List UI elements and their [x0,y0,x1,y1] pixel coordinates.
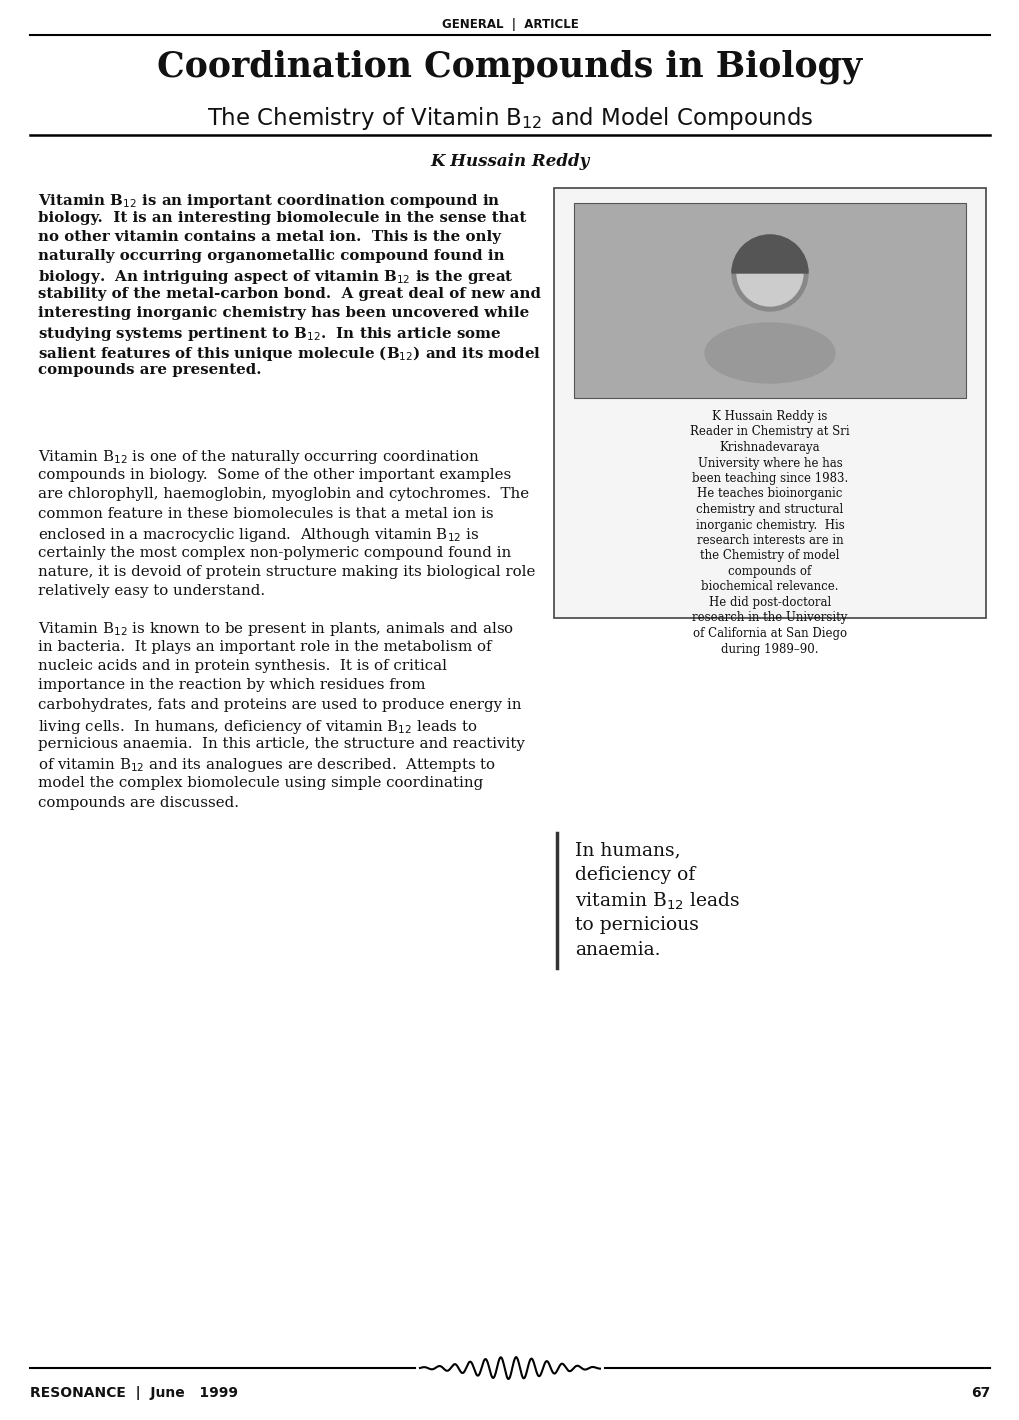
Text: biology.  An intriguing aspect of vitamin B$_{12}$ is the great: biology. An intriguing aspect of vitamin… [38,268,514,285]
Text: GENERAL  |  ARTICLE: GENERAL | ARTICLE [441,18,578,31]
Text: stability of the metal-carbon bond.  A great deal of new and: stability of the metal-carbon bond. A gr… [38,287,540,301]
Ellipse shape [704,322,835,383]
Text: enclosed in a macrocyclic ligand.  Although vitamin B$_{12}$ is: enclosed in a macrocyclic ligand. Althou… [38,525,479,544]
Text: deficiency of: deficiency of [575,866,695,885]
Text: model the complex biomolecule using simple coordinating: model the complex biomolecule using simp… [38,775,483,790]
Circle shape [737,240,802,305]
Text: research interests are in: research interests are in [696,534,843,547]
Text: relatively easy to understand.: relatively easy to understand. [38,585,265,598]
Text: chemistry and structural: chemistry and structural [696,503,843,515]
Text: compounds are discussed.: compounds are discussed. [38,795,238,809]
Wedge shape [732,234,807,273]
Text: are chlorophyll, haemoglobin, myoglobin and cytochromes.  The: are chlorophyll, haemoglobin, myoglobin … [38,487,529,501]
Text: Reader in Chemistry at Sri: Reader in Chemistry at Sri [690,426,849,439]
Bar [574,203,965,398]
Circle shape [732,234,807,311]
Text: Krishnadevaraya: Krishnadevaraya [719,442,819,454]
Text: certainly the most complex non-polymeric compound found in: certainly the most complex non-polymeric… [38,545,511,559]
Text: vitamin B$_{12}$ leads: vitamin B$_{12}$ leads [575,890,740,912]
Text: common feature in these biomolecules is that a metal ion is: common feature in these biomolecules is … [38,507,493,521]
Text: The Chemistry of Vitamin B$_{12}$ and Model Compounds: The Chemistry of Vitamin B$_{12}$ and Mo… [207,105,812,132]
Text: importance in the reaction by which residues from: importance in the reaction by which resi… [38,679,425,693]
Text: Vitamin B$_{12}$ is one of the naturally occurring coordination: Vitamin B$_{12}$ is one of the naturally… [38,447,480,466]
Text: nature, it is devoid of protein structure making its biological role: nature, it is devoid of protein structur… [38,565,535,579]
Text: RESONANCE  |  June   1999: RESONANCE | June 1999 [30,1386,237,1400]
Text: no other vitamin contains a metal ion.  This is the only: no other vitamin contains a metal ion. T… [38,230,500,244]
Text: nucleic acids and in protein synthesis.  It is of critical: nucleic acids and in protein synthesis. … [38,659,446,673]
Text: research in the University: research in the University [692,612,847,625]
Text: naturally occurring organometallic compound found in: naturally occurring organometallic compo… [38,248,504,263]
Text: anaemia.: anaemia. [575,941,660,958]
Text: of California at San Diego: of California at San Diego [692,628,846,640]
Text: been teaching since 1983.: been teaching since 1983. [691,471,847,486]
Text: He did post-doctoral: He did post-doctoral [708,596,830,609]
Text: to pernicious: to pernicious [575,916,698,934]
Text: interesting inorganic chemistry has been uncovered while: interesting inorganic chemistry has been… [38,305,529,320]
Text: pernicious anaemia.  In this article, the structure and reactivity: pernicious anaemia. In this article, the… [38,737,525,751]
Text: In humans,: In humans, [575,841,680,859]
Text: K Hussain Reddy: K Hussain Reddy [430,153,589,170]
Text: inorganic chemistry.  His: inorganic chemistry. His [695,518,844,531]
Text: Coordination Compounds in Biology: Coordination Compounds in Biology [157,50,862,85]
Text: carbohydrates, fats and proteins are used to produce energy in: carbohydrates, fats and proteins are use… [38,699,521,711]
Text: K Hussain Reddy is: K Hussain Reddy is [711,410,826,423]
Text: Vitamin B$_{12}$ is an important coordination compound in: Vitamin B$_{12}$ is an important coordin… [38,192,500,210]
Text: living cells.  In humans, deficiency of vitamin B$_{12}$ leads to: living cells. In humans, deficiency of v… [38,717,477,736]
Text: compounds in biology.  Some of the other important examples: compounds in biology. Some of the other … [38,467,511,481]
Text: of vitamin B$_{12}$ and its analogues are described.  Attempts to: of vitamin B$_{12}$ and its analogues ar… [38,757,495,774]
Text: compounds of: compounds of [728,565,811,578]
Text: 67: 67 [970,1386,989,1400]
Text: studying systems pertinent to B$_{12}$.  In this article some: studying systems pertinent to B$_{12}$. … [38,325,501,344]
Text: salient features of this unique molecule (B$_{12}$) and its model: salient features of this unique molecule… [38,344,540,364]
Text: Vitamin B$_{12}$ is known to be present in plants, animals and also: Vitamin B$_{12}$ is known to be present … [38,621,514,638]
Text: compounds are presented.: compounds are presented. [38,364,261,376]
Text: in bacteria.  It plays an important role in the metabolism of: in bacteria. It plays an important role … [38,639,491,653]
Bar [553,187,985,618]
Text: biochemical relevance.: biochemical relevance. [701,581,838,594]
Text: University where he has: University where he has [697,456,842,470]
Text: He teaches bioinorganic: He teaches bioinorganic [697,487,842,500]
Text: biology.  It is an interesting biomolecule in the sense that: biology. It is an interesting biomolecul… [38,212,526,224]
Text: the Chemistry of model: the Chemistry of model [700,550,839,562]
Text: during 1989–90.: during 1989–90. [720,642,818,656]
